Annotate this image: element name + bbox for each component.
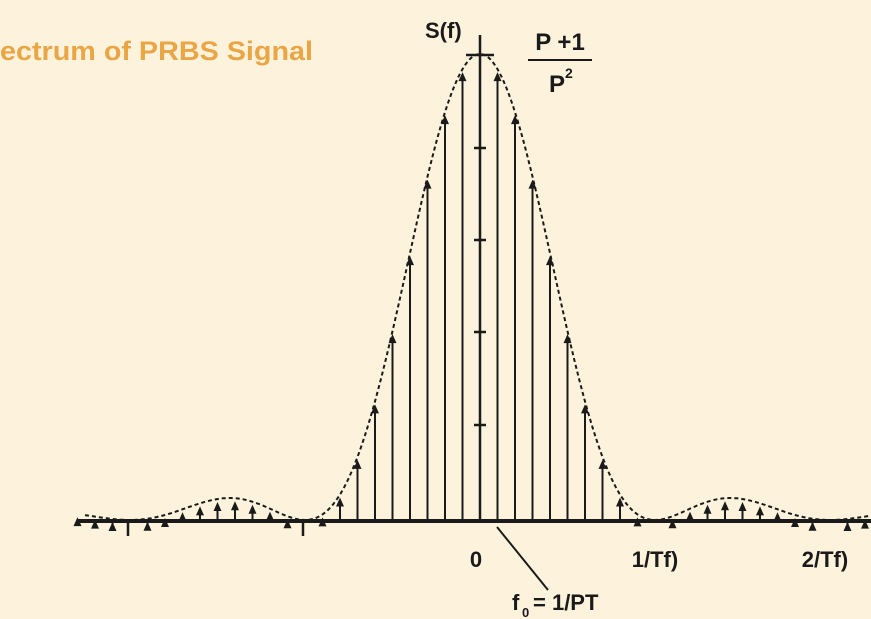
- arrowhead: [808, 521, 817, 531]
- arrowhead: [266, 511, 274, 521]
- annotation-subscript: 0: [522, 605, 529, 619]
- arrowhead: [371, 404, 379, 414]
- peak-exponent: 2: [565, 65, 573, 81]
- arrowhead: [528, 179, 537, 189]
- arrowhead: [581, 404, 589, 414]
- arrowhead: [703, 504, 712, 514]
- arrowhead: [458, 72, 467, 82]
- y-axis-label: S(f): [425, 18, 462, 43]
- arrowhead: [108, 521, 117, 531]
- arrowhead: [598, 459, 607, 469]
- arrowhead: [91, 519, 99, 529]
- arrowhead: [493, 72, 502, 82]
- arrowhead: [686, 511, 694, 521]
- arrowhead: [73, 517, 82, 527]
- arrowhead: [248, 504, 257, 514]
- annotation-text: = 1/PT: [533, 590, 599, 615]
- annotation-symbol: f: [512, 590, 520, 615]
- x-tick-label: 2/Tf): [802, 547, 848, 572]
- arrowhead: [843, 521, 852, 531]
- x-tick-label: 1/Tf): [632, 547, 678, 572]
- arrowhead: [231, 501, 239, 511]
- spectral-lines: [73, 72, 869, 531]
- y-ticks: [126, 146, 486, 536]
- arrowhead: [668, 519, 677, 529]
- arrowhead: [336, 497, 344, 507]
- annotation-leader: [496, 526, 549, 591]
- arrowhead: [213, 502, 222, 512]
- title: ectrum of PRBS Signal: [0, 36, 313, 66]
- arrowhead: [196, 506, 204, 516]
- arrowhead: [616, 497, 624, 507]
- arrowhead: [721, 501, 729, 511]
- arrowhead: [423, 179, 432, 189]
- peak-numerator: P +1: [535, 29, 585, 56]
- arrowhead: [353, 459, 362, 469]
- arrowhead: [143, 521, 152, 531]
- arrowhead: [283, 519, 292, 529]
- arrowhead: [738, 502, 747, 512]
- peak-denominator: P: [549, 71, 565, 98]
- arrowhead: [756, 506, 764, 516]
- x-tick-label: 0: [470, 547, 482, 572]
- arrowhead: [861, 519, 869, 529]
